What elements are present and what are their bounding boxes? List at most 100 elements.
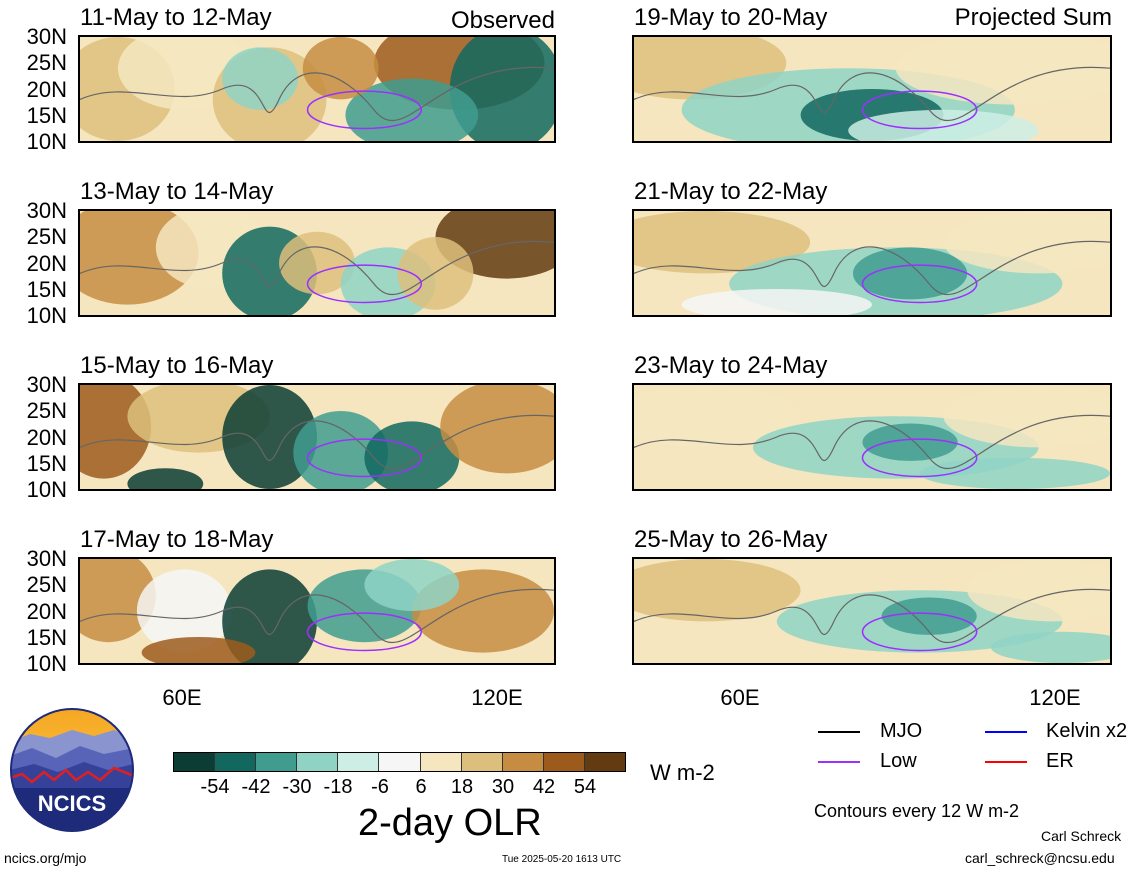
- footer-email[interactable]: carl_schreck@ncsu.edu: [965, 850, 1115, 866]
- olr-anomaly-region: [80, 559, 156, 643]
- colorbar-tick: -30: [282, 776, 312, 798]
- colorbar-tick: 30: [491, 776, 515, 798]
- colorbar-units: W m-2: [650, 760, 715, 785]
- olr-anomaly-region: [634, 385, 801, 448]
- map-panel-8: [632, 557, 1112, 665]
- lat-label: 30N: [26, 198, 67, 223]
- low-contour: [861, 264, 978, 304]
- colorbar-swatch: [174, 753, 216, 771]
- panel-title-4: 21-May to 22-May: [634, 178, 828, 205]
- colorbar-swatch: [256, 753, 298, 771]
- colorbar-swatch: [584, 753, 626, 771]
- colorbar-tick: -42: [241, 776, 271, 798]
- low-contour: [306, 438, 423, 478]
- low-contour: [306, 90, 423, 130]
- olr-anomaly-region: [681, 289, 872, 315]
- low-contour: [306, 612, 423, 652]
- olr-field: [80, 559, 554, 663]
- olr-anomaly-region: [852, 247, 968, 300]
- lat-label: 20N: [26, 599, 67, 624]
- legend-line-mjo: [818, 731, 860, 733]
- lat-label: 15N: [26, 103, 67, 128]
- logo-text: NCICS: [38, 791, 106, 816]
- olr-anomaly-region: [440, 385, 554, 474]
- legend-label-er: ER: [1046, 750, 1074, 772]
- coastline: [634, 240, 1110, 296]
- olr-field: [80, 37, 554, 141]
- olr-anomaly-region: [222, 385, 317, 489]
- colorbar-tick: -18: [323, 776, 353, 798]
- footer-timestamp: Tue 2025-05-20 1613 UTC: [502, 854, 622, 865]
- olr-anomaly-region: [919, 457, 1110, 489]
- olr-anomaly-region: [141, 637, 256, 663]
- olr-anomaly-region: [881, 597, 977, 635]
- low-contour: [861, 90, 978, 130]
- footer-url[interactable]: ncics.org/mjo: [4, 850, 87, 866]
- coastline: [80, 414, 554, 470]
- colorbar-tick: 18: [450, 776, 474, 798]
- panel-label-observed: Observed: [450, 7, 555, 34]
- olr-field: [80, 211, 554, 315]
- olr-anomaly-region: [302, 37, 379, 100]
- colorbar-swatch: [420, 753, 462, 771]
- colorbar-swatch: [461, 753, 503, 771]
- olr-anomaly-region: [345, 78, 479, 141]
- olr-field: [634, 385, 1110, 489]
- map-panel-4: [632, 209, 1112, 317]
- olr-anomaly-region: [293, 411, 389, 489]
- olr-anomaly-region: [222, 569, 317, 663]
- coastline: [80, 240, 554, 296]
- coastline: [634, 66, 1110, 122]
- olr-field: [634, 559, 1110, 663]
- legend-line-er: [985, 761, 1027, 763]
- colorbar-tick: -6: [371, 776, 389, 798]
- lat-label: 30N: [26, 24, 67, 49]
- lon-label-60e-right: 60E: [720, 685, 760, 710]
- colorbar-swatch: [297, 753, 339, 771]
- colorbar-swatch: [379, 753, 421, 771]
- lat-label: 30N: [26, 372, 67, 397]
- panel-title-3: 13-May to 14-May: [80, 178, 274, 205]
- olr-anomaly-region: [967, 559, 1110, 622]
- olr-anomaly-region: [127, 468, 204, 489]
- colorbar-swatch: [215, 753, 257, 771]
- olr-anomaly-region: [397, 237, 474, 310]
- low-contour: [306, 264, 423, 304]
- olr-anomaly-region: [634, 559, 801, 622]
- lat-label: 20N: [26, 251, 67, 276]
- panel-title-5: 15-May to 16-May: [80, 352, 274, 379]
- lat-label: 10N: [26, 651, 67, 676]
- olr-field: [634, 37, 1110, 141]
- footer-author: Carl Schreck: [1041, 828, 1122, 844]
- map-panel-5: [78, 383, 556, 491]
- olr-anomaly-region: [848, 109, 1039, 141]
- contour-note: Contours every 12 W m-2: [814, 801, 1020, 821]
- legend-label-mjo: MJO: [880, 720, 923, 742]
- map-panel-7: [78, 557, 556, 665]
- panel-title-2: 19-May to 20-May: [634, 4, 828, 31]
- colorbar-title: 2-day OLR: [358, 802, 542, 844]
- colorbar-swatch: [543, 753, 585, 771]
- legend-label-low: Low: [880, 750, 917, 772]
- low-contour: [861, 438, 978, 478]
- coastline: [80, 66, 554, 122]
- olr-anomaly-region: [943, 385, 1110, 448]
- map-panel-1: [78, 35, 556, 143]
- panel-label-projected: Projected Sum: [954, 4, 1112, 31]
- lat-label: 15N: [26, 625, 67, 650]
- ncics-logo: NCICS: [10, 708, 134, 832]
- colorbar-swatch: [502, 753, 544, 771]
- lat-label: 20N: [26, 425, 67, 450]
- panel-title-1: 11-May to 12-May: [80, 4, 272, 31]
- panel-title-7: 17-May to 18-May: [80, 526, 274, 553]
- lat-label: 15N: [26, 277, 67, 302]
- olr-anomaly-region: [222, 47, 299, 110]
- olr-anomaly-region: [364, 421, 460, 489]
- olr-field: [634, 211, 1110, 315]
- map-panel-3: [78, 209, 556, 317]
- panel-title-6: 23-May to 24-May: [634, 352, 828, 379]
- olr-anomaly-region: [136, 569, 232, 653]
- lat-label: 10N: [26, 303, 67, 328]
- colorbar: [173, 752, 626, 772]
- lon-label-60e-left: 60E: [162, 685, 202, 710]
